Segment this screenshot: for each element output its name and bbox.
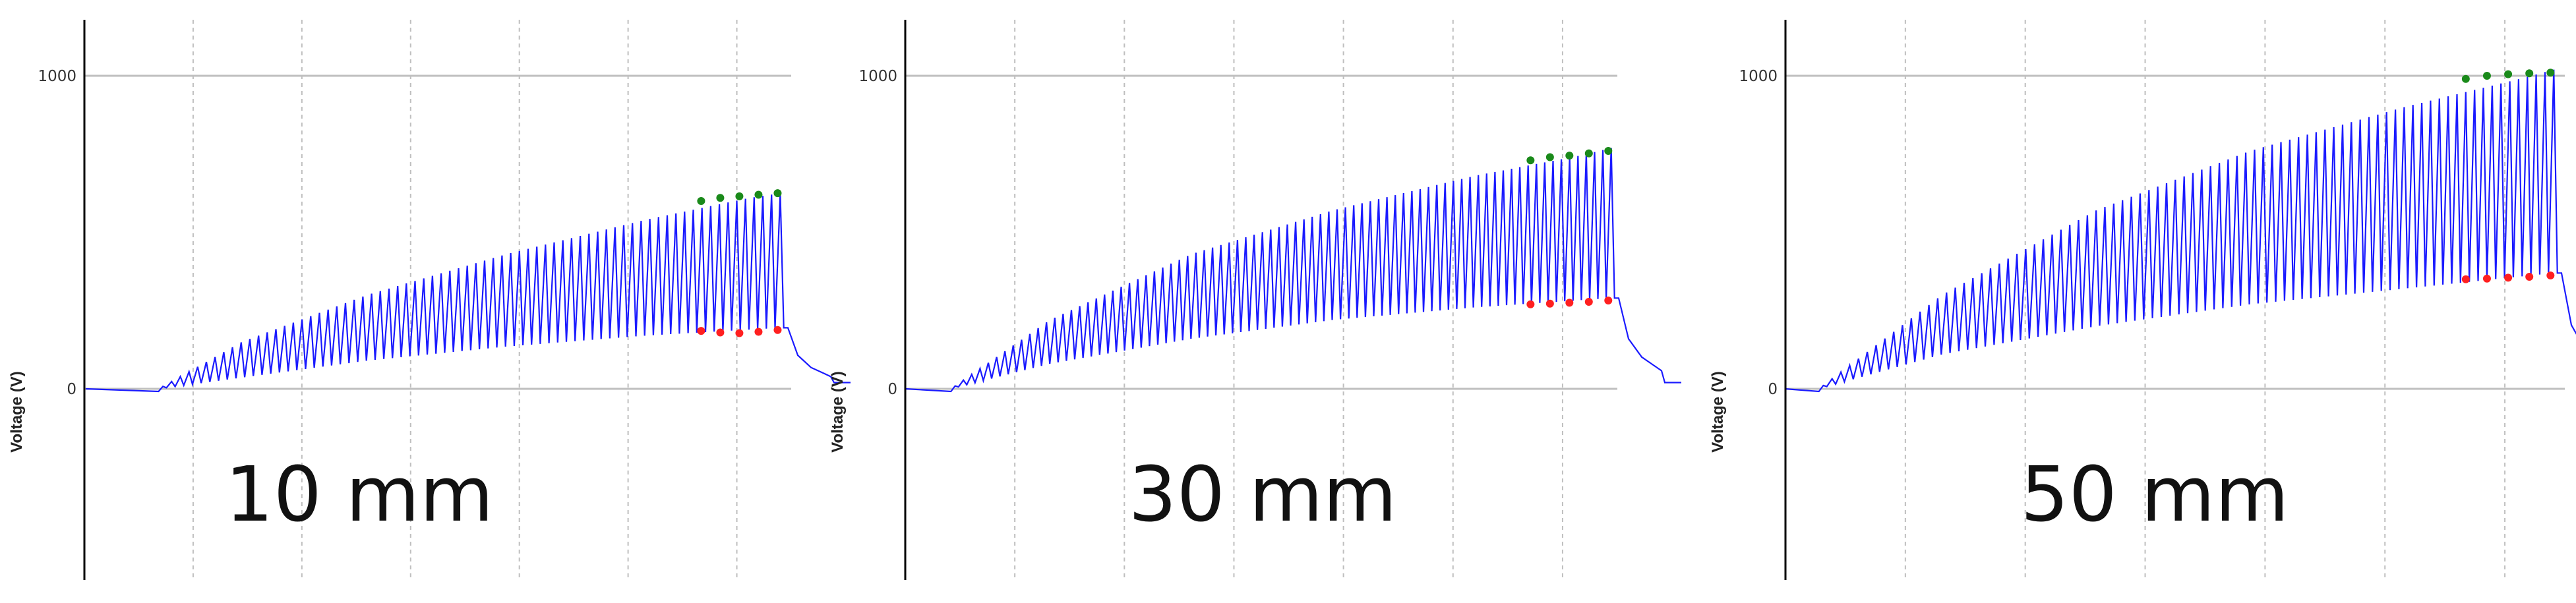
peak-marker — [773, 189, 782, 198]
trough-marker — [1526, 300, 1535, 308]
peak-marker — [1545, 153, 1554, 161]
y-axis-title: Voltage (V) — [8, 371, 26, 453]
voltage-trace — [905, 148, 1681, 393]
trough-marker — [735, 329, 744, 337]
voltage-trace — [1784, 69, 2576, 393]
trough-marker — [2546, 272, 2555, 280]
peak-marker — [754, 190, 763, 199]
panel-caption: 10 mm — [225, 451, 494, 539]
trough-marker — [1604, 297, 1613, 305]
y-tick-label-0: 0 — [887, 381, 897, 398]
peak-marker — [2504, 70, 2513, 78]
peak-marker — [1584, 149, 1593, 158]
panel-caption: 50 mm — [2021, 451, 2289, 539]
y-tick-label-0: 0 — [67, 381, 76, 398]
y-tick-label-1000: 1000 — [38, 68, 76, 85]
trough-marker — [773, 326, 782, 334]
trough-marker — [2482, 274, 2491, 283]
peak-marker — [1526, 156, 1535, 165]
peak-marker — [735, 192, 744, 200]
peak-marker — [2482, 72, 2491, 80]
trough-marker — [697, 327, 705, 335]
trough-marker — [2504, 273, 2513, 282]
trough-marker — [754, 328, 763, 336]
trough-marker — [1565, 299, 1574, 307]
peak-marker — [2525, 69, 2534, 78]
y-axis-title: Voltage (V) — [1709, 371, 1727, 453]
peak-marker — [2461, 74, 2470, 83]
chart-panel-30mm: 1000 0 Voltage (V) 30 mm — [829, 20, 1681, 580]
trough-marker — [2461, 275, 2470, 283]
trough-marker — [1545, 299, 1554, 308]
trough-marker — [2525, 272, 2534, 281]
y-tick-label-1000: 1000 — [858, 68, 897, 85]
peak-marker — [1565, 152, 1574, 160]
voltage-trace — [85, 193, 851, 393]
peak-marker — [697, 197, 705, 205]
chart-panel-50mm: 1000 0 Voltage (V) 50 mm — [1709, 20, 2576, 580]
peak-marker — [1604, 147, 1613, 155]
y-axis-title: Voltage (V) — [829, 371, 847, 453]
trough-marker — [1584, 297, 1593, 306]
y-tick-label-0: 0 — [1768, 381, 1778, 398]
peak-marker — [2546, 69, 2555, 77]
y-tick-label-1000: 1000 — [1739, 68, 1778, 85]
trough-marker — [716, 328, 725, 337]
chart-panel-10mm: 1000 0 Voltage (V) 10 mm — [8, 20, 851, 580]
peak-marker — [716, 194, 725, 202]
panel-caption: 30 mm — [1129, 451, 1397, 539]
